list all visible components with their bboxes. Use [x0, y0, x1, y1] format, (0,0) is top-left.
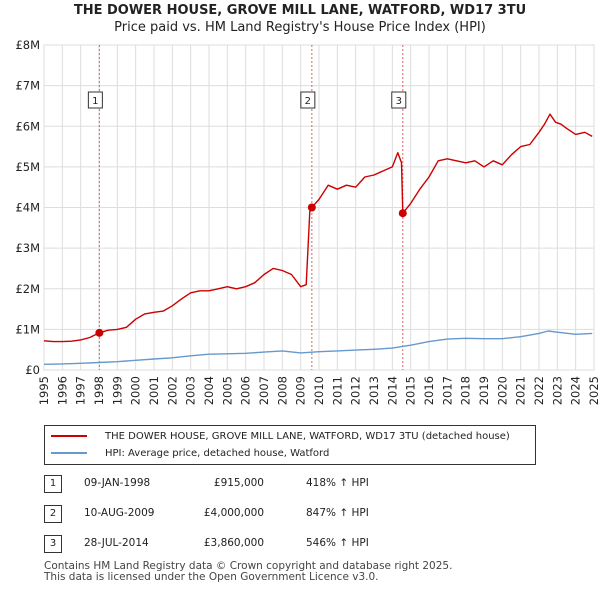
sale-hpi-change: 546% ↑ HPI [306, 537, 369, 549]
sale-hpi-change: 847% ↑ HPI [306, 507, 369, 519]
y-tick-label: £4M [15, 201, 40, 215]
x-tick-label: 2006 [239, 376, 253, 405]
sale-marker-box-frame [87, 91, 103, 109]
sale-date: 09-JAN-1998 [84, 477, 151, 489]
x-tick-label: 2008 [275, 376, 289, 405]
sale-marker-box: 3 [391, 91, 407, 109]
sale-date: 10-AUG-2009 [84, 507, 155, 519]
y-tick-label: £5M [15, 160, 40, 174]
x-tick-label: 2023 [550, 376, 564, 405]
x-tick-label: 2007 [257, 376, 271, 405]
y-tick-label: £0 [25, 363, 40, 377]
y-tick-label: £8M [15, 38, 40, 52]
property-price-line [43, 113, 593, 343]
price-chart: £0 £1M £2M £3M £4M £5M £6M £7M £8M 1995 1996 1997 19… [15, 38, 600, 405]
x-tick-label: 2014 [385, 376, 399, 405]
footer-copyright: Contains HM Land Registry data © Crown c… [44, 560, 453, 572]
x-tick-label: 2024 [569, 376, 583, 405]
x-tick-label: 2019 [477, 376, 491, 405]
sale-marker-box-frame [391, 91, 407, 109]
x-tick-label: 2025 [587, 376, 600, 405]
x-tick-label: 2015 [404, 376, 418, 405]
y-tick-label: £6M [15, 119, 40, 133]
sale-points [95, 203, 407, 337]
y-tick-label: £7M [15, 79, 40, 93]
x-tick-label: 1996 [55, 376, 69, 405]
sale-price: £4,000,000 [203, 507, 264, 519]
sale-marker-boxes: 1 2 3 [87, 91, 407, 109]
x-tick-label: 2022 [532, 376, 546, 405]
hpi-line [43, 330, 593, 365]
sale-marker-box-label: 3 [396, 96, 402, 107]
sale-number-badge: 3 [44, 535, 62, 553]
x-tick-label: 2009 [294, 376, 308, 405]
sale-number-badge: 2 [44, 505, 62, 523]
x-tick-label: 1995 [37, 376, 51, 405]
legend-item-property: THE DOWER HOUSE, GROVE MILL LANE, WATFOR… [51, 428, 510, 444]
x-tick-label: 1999 [110, 376, 124, 405]
y-tick-label: £1M [15, 322, 40, 336]
axes: £0 £1M £2M £3M £4M £5M £6M £7M £8M 1995 1996 1997 19… [15, 38, 600, 405]
sale-marker-box-label: 2 [305, 96, 311, 107]
x-tick-label: 2001 [147, 376, 161, 405]
legend: THE DOWER HOUSE, GROVE MILL LANE, WATFOR… [44, 425, 536, 465]
x-tick-label: 2011 [330, 376, 344, 405]
legend-label-property: THE DOWER HOUSE, GROVE MILL LANE, WATFOR… [105, 430, 510, 442]
x-tick-label: 2000 [129, 376, 143, 405]
y-tick-label: £3M [15, 241, 40, 255]
x-tick-label: 2013 [367, 376, 381, 405]
x-tick-label: 2016 [422, 376, 436, 405]
footer-licence: This data is licensed under the Open Gov… [44, 571, 379, 583]
x-tick-label: 2017 [440, 376, 454, 405]
x-tick-label: 2005 [220, 376, 234, 405]
sale-point [307, 203, 316, 212]
sale-hpi-change: 418% ↑ HPI [306, 477, 369, 489]
sale-marker-box-frame [300, 91, 316, 109]
chart-subtitle: Price paid vs. HM Land Registry's House … [114, 20, 486, 35]
x-tick-label: 2012 [349, 376, 363, 405]
sale-price: £3,860,000 [203, 537, 264, 549]
sale-marker-box: 2 [300, 91, 316, 109]
sale-date: 28-JUL-2014 [84, 537, 149, 549]
x-tick-label: 2004 [202, 376, 216, 405]
legend-label-hpi: HPI: Average price, detached house, Watf… [105, 447, 330, 459]
x-tick-label: 2002 [165, 376, 179, 405]
legend-swatch-property [51, 435, 87, 437]
x-tick-label: 2020 [495, 376, 509, 405]
grid [43, 44, 595, 371]
sale-marker-box: 1 [87, 91, 103, 109]
sale-marker-box-label: 1 [92, 96, 98, 107]
x-tick-label: 1998 [92, 376, 106, 405]
x-tick-label: 2021 [514, 376, 528, 405]
y-tick-label: £2M [15, 282, 40, 296]
sale-price: £915,000 [213, 477, 264, 489]
sale-point [95, 328, 104, 337]
x-tick-label: 1997 [74, 376, 88, 405]
sale-number-badge: 1 [44, 475, 62, 493]
x-tick-label: 2003 [184, 376, 198, 405]
sale-point [398, 209, 407, 218]
x-tick-label: 2018 [459, 376, 473, 405]
chart-title: THE DOWER HOUSE, GROVE MILL LANE, WATFOR… [73, 3, 527, 18]
legend-swatch-hpi [51, 452, 87, 454]
legend-item-hpi: HPI: Average price, detached house, Watf… [51, 445, 329, 461]
x-tick-label: 2010 [312, 376, 326, 405]
series [43, 113, 593, 365]
